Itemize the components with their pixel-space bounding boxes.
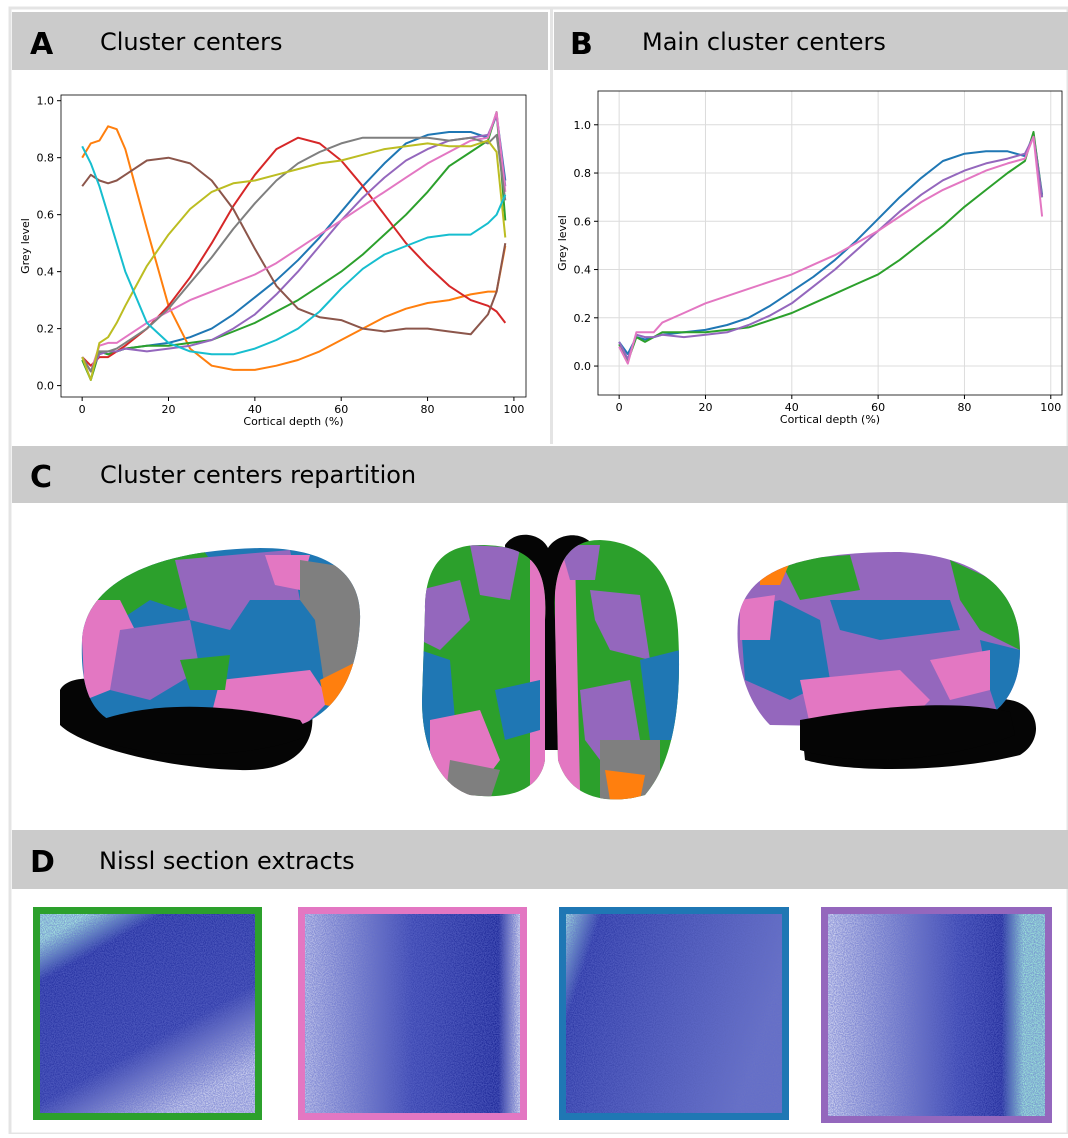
y-tick-label: 0.2 (574, 312, 592, 325)
y-axis-label: Grey level (19, 218, 32, 274)
series-line (81, 133, 507, 373)
x-tick-label: 100 (1040, 401, 1061, 414)
panel-header (554, 12, 1068, 70)
y-tick-label: 0.2 (37, 323, 55, 336)
nissl-extracts (33, 907, 1052, 1123)
panel-title: Main cluster centers (642, 28, 886, 56)
y-tick-label: 0.6 (37, 209, 55, 222)
x-tick-label: 100 (503, 403, 524, 416)
series-line (81, 156, 507, 336)
panel-header (12, 830, 1068, 889)
x-tick-label: 0 (616, 401, 623, 414)
divider (550, 8, 553, 444)
x-axis-label: Cortical depth (%) (780, 413, 880, 426)
x-tick-label: 20 (698, 401, 712, 414)
y-tick-label: 0.0 (574, 360, 592, 373)
panel-letter: A (30, 27, 54, 62)
x-tick-label: 80 (957, 401, 971, 414)
series-line (618, 135, 1044, 360)
x-tick-label: 40 (785, 401, 799, 414)
series-line (81, 145, 507, 356)
y-tick-label: 1.0 (37, 95, 55, 108)
brain-lateral-right (737, 552, 1037, 770)
plot-frame (60, 94, 527, 398)
y-tick-label: 0.4 (574, 264, 592, 277)
series-line (618, 135, 1044, 365)
plot-frame (597, 90, 1063, 396)
y-tick-label: 0.0 (37, 380, 55, 393)
x-tick-label: 0 (79, 403, 86, 416)
panel-letter: D (30, 845, 55, 880)
x-tick-label: 40 (248, 403, 262, 416)
series-line (81, 111, 507, 373)
panel-header (12, 446, 1068, 503)
brain-lateral-left (60, 548, 361, 771)
y-axis-label: Grey level (556, 215, 569, 271)
x-tick-label: 20 (162, 403, 176, 416)
y-tick-label: 0.8 (574, 167, 592, 180)
panel-title: Cluster centers repartition (100, 461, 416, 489)
panel-header (12, 12, 548, 70)
x-tick-label: 60 (334, 403, 348, 416)
x-axis-label: Cortical depth (%) (243, 415, 343, 428)
x-tick-label: 80 (421, 403, 435, 416)
panel-title: Nissl section extracts (99, 847, 355, 875)
panel-title: Cluster centers (100, 28, 283, 56)
series-line (81, 125, 507, 371)
panel-letter: C (30, 460, 52, 495)
y-tick-label: 1.0 (574, 119, 592, 132)
x-tick-label: 60 (871, 401, 885, 414)
y-tick-label: 0.8 (37, 152, 55, 165)
y-tick-label: 0.6 (574, 215, 592, 228)
y-tick-label: 0.4 (37, 266, 55, 279)
panel-letter: B (570, 27, 593, 62)
series-line (81, 139, 507, 381)
